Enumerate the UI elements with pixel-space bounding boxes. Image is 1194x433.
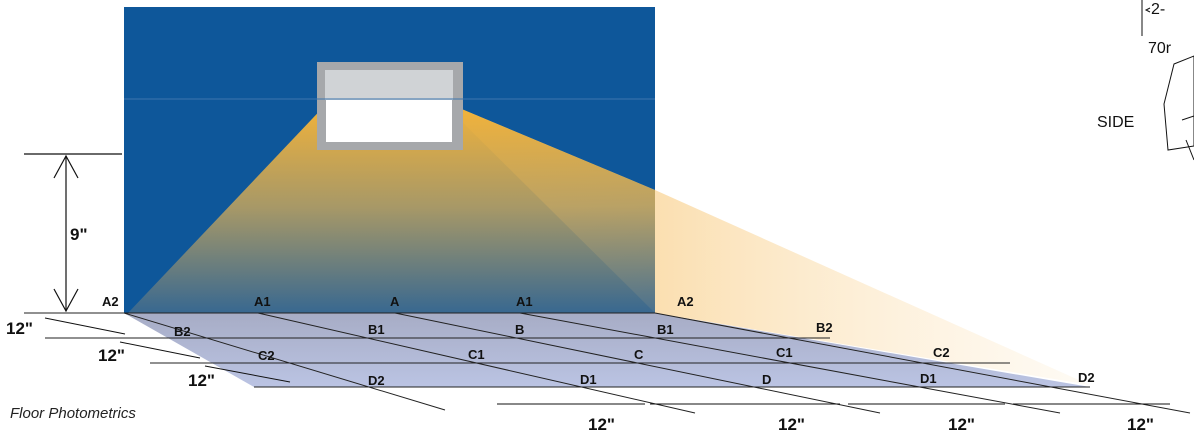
label-b1-left: B1 [368, 322, 385, 337]
height-dimension [24, 153, 122, 313]
label-d1-left: D1 [580, 372, 597, 387]
light-fixture-lens [325, 70, 453, 100]
diagram-caption: Floor Photometrics [10, 405, 136, 422]
column-spacing-1: 12" [588, 415, 615, 433]
column-spacing-4: 12" [1127, 415, 1154, 433]
column-spacing-3: 12" [948, 415, 975, 433]
label-d1-right: D1 [920, 371, 937, 386]
row-spacing-3: 12" [188, 371, 215, 390]
row-spacing-1: 12" [6, 319, 33, 338]
label-b: B [515, 322, 524, 337]
label-b1-right: B1 [657, 322, 674, 337]
column-spacing-2: 12" [778, 415, 805, 433]
inset-dim-text: 70r [1148, 40, 1172, 57]
floor-plane [124, 313, 1090, 387]
label-d2-left: D2 [368, 373, 385, 388]
label-c1-right: C1 [776, 345, 793, 360]
label-c2-right: C2 [933, 345, 950, 360]
label-a2-left: A2 [102, 294, 119, 309]
label-c1-left: C1 [468, 347, 485, 362]
label-a1-right: A1 [516, 294, 533, 309]
inset-fixture-side [1141, 0, 1194, 161]
floor-grid [24, 312, 1191, 414]
label-d: D [762, 372, 771, 387]
light-fixture-glow [326, 100, 452, 142]
inset-dim-top: 2- [1151, 1, 1165, 18]
label-a: A [390, 294, 400, 309]
light-beam [128, 100, 655, 313]
inset-side-label: SIDE [1097, 114, 1134, 131]
height-label: 9" [70, 225, 88, 244]
row-spacing-2: 12" [98, 346, 125, 365]
label-d2-right: D2 [1078, 370, 1095, 385]
row-spacing-arrows [44, 317, 291, 383]
label-a1-left: A1 [254, 294, 271, 309]
label-b2-left: B2 [174, 324, 191, 339]
label-c2-left: C2 [258, 348, 275, 363]
label-a2-right: A2 [677, 294, 694, 309]
label-c: C [634, 347, 644, 362]
label-b2-right: B2 [816, 320, 833, 335]
